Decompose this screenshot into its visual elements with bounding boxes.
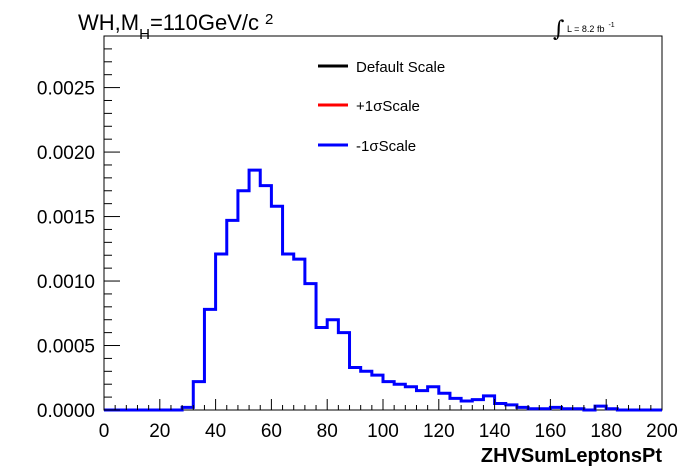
x-tick-label: 120 [423,421,455,442]
x-tick-label: 200 [646,421,678,442]
x-tick-label: 60 [261,421,282,442]
x-tick-label: 20 [149,421,170,442]
title-subscript: H [139,26,150,43]
x-tick-label: 0 [99,421,110,442]
x-tick-label: 160 [535,421,567,442]
x-tick-label: 100 [367,421,399,442]
svg-text:L = 8.2 fb-1: L = 8.2 fb -1 [567,22,615,34]
x-tick-label: 180 [590,421,622,442]
y-tick-label: 0.0015 [37,208,95,229]
y-tick-label: 0.0020 [37,143,95,164]
y-tick-label: 0.0010 [37,272,95,293]
lumi-superscript: -1 [608,22,614,29]
legend: Default Scale +1σScale -1σScale [318,59,445,155]
plot-frame [103,35,663,411]
y-tick-label: 0.0000 [37,401,95,422]
title-rest: =110GeV/c [150,10,259,35]
integral-icon: ∫ [553,17,565,42]
x-tick-label: 80 [317,421,338,442]
chart-title: WH,MH=110GeV/c 2 [78,10,273,43]
x-tick-label: 40 [205,421,226,442]
legend-label-plus1sigma: +1σScale [356,98,420,115]
legend-label-default: Default Scale [356,59,445,76]
y-tick-label: 0.0005 [37,337,95,358]
title-main: WH,M [78,10,139,35]
luminosity-label: ∫ L = 8.2 fb -1 [553,17,615,42]
x-tick-label: 140 [479,421,511,442]
y-tick-label: 0.0025 [37,79,95,100]
histogram-series-0 [104,168,662,412]
legend-label-minus1sigma: -1σScale [356,138,416,155]
lumi-text: L = 8.2 fb [567,24,604,34]
x-axis-label: ZHVSumLeptonsPt [481,445,662,467]
title-superscript: 2 [265,11,273,28]
